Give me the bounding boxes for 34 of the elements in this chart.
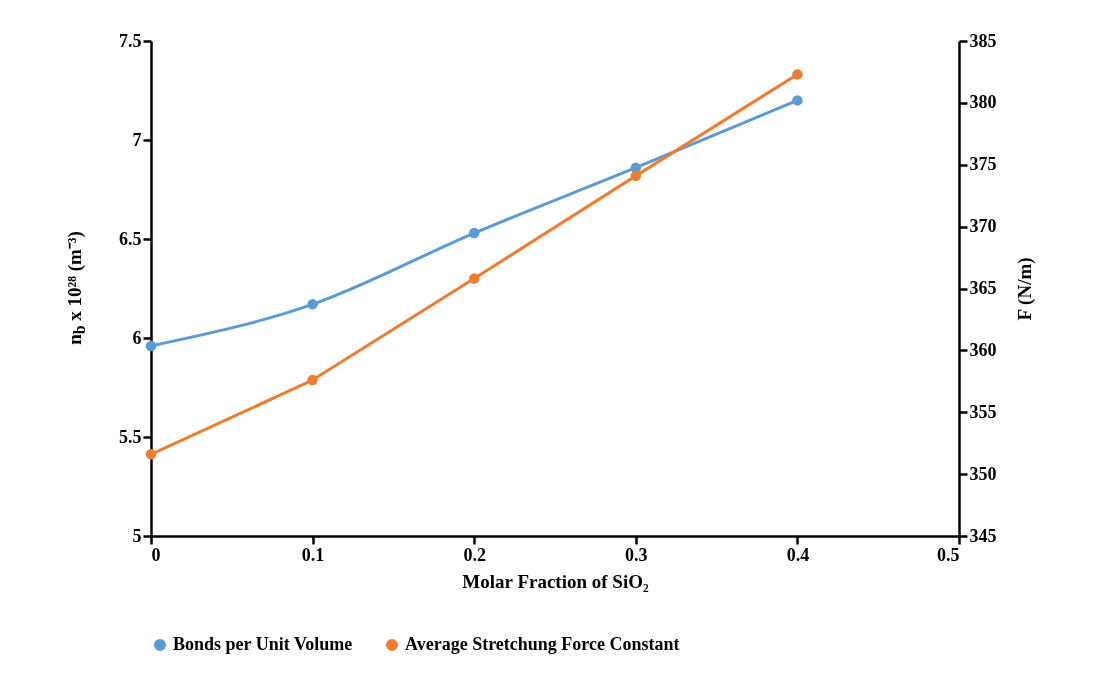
- y-tick-label: 7: [132, 129, 142, 150]
- point: [145, 449, 157, 460]
- point: [307, 374, 318, 386]
- y2-tick-label: 345: [969, 525, 997, 546]
- y-tick-label: 7.5: [119, 30, 142, 51]
- y2-tick-label: 365: [969, 278, 997, 298]
- y2-tick-label: 350: [969, 463, 997, 484]
- point: [468, 273, 480, 284]
- legend-label: Bonds per Unit Volume: [173, 634, 353, 654]
- y2-tick-label: 355: [969, 401, 997, 422]
- point: [145, 340, 157, 352]
- x-tick-label: 0.4: [786, 544, 810, 565]
- point: [792, 95, 803, 106]
- y2-tick-label: 370: [969, 216, 997, 237]
- x-tick-label: 0.5: [937, 544, 960, 565]
- x-tick-label: 0.3: [625, 544, 648, 565]
- y2-tick-label: 360: [969, 339, 997, 360]
- y-tick-label: 6: [132, 327, 142, 348]
- x-tick-label: 0: [151, 544, 161, 565]
- point: [307, 299, 318, 310]
- x-tick-label: 0.1: [301, 544, 325, 565]
- y-tick-label: 6.5: [119, 228, 142, 249]
- y2-tick-label: 380: [969, 92, 997, 113]
- x-tick-label: 0.2: [463, 544, 486, 565]
- point: [630, 170, 642, 182]
- y-tick-label: 5: [132, 525, 142, 546]
- point: [468, 227, 480, 239]
- x-axis-title: Molar Fraction of SiO₂: [462, 570, 649, 592]
- y2-tick-label: 385: [969, 30, 997, 51]
- legend-label: Average Stretchung Force Constant: [405, 634, 680, 654]
- point: [792, 69, 803, 80]
- y2-tick-label: 375: [969, 154, 997, 175]
- y2-axis-title: F (N/m): [1013, 257, 1036, 321]
- y-tick-label: 5.5: [119, 426, 142, 447]
